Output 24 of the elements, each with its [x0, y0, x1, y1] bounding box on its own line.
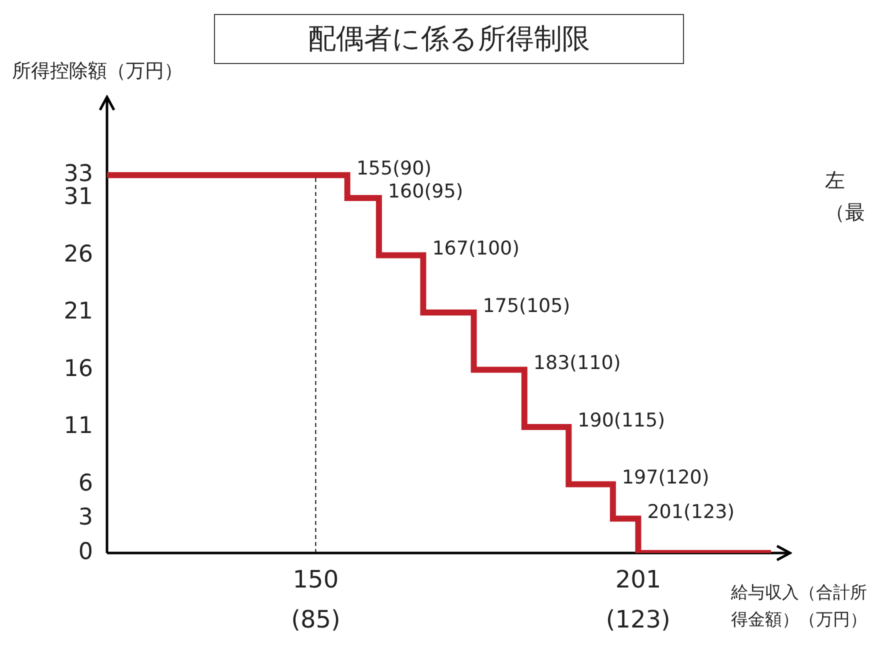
y-tick-label: 21 — [64, 298, 93, 325]
y-tick-label: 26 — [64, 241, 93, 268]
annotation: 190(115) — [578, 409, 666, 432]
y-tick-label: 0 — [78, 538, 93, 565]
y-tick-label: 3 — [78, 504, 93, 531]
annotation: 201(123) — [647, 501, 735, 524]
annotation: 160(95) — [388, 180, 464, 202]
x-axis-title: 給与収入（合計所得金額）（万円） — [730, 582, 867, 632]
x-tick-label: 150 — [292, 566, 339, 594]
y-tick-label: 6 — [78, 470, 93, 496]
text: （最 — [825, 199, 865, 226]
text: 左 — [825, 167, 846, 194]
x-tick-label: 201 — [615, 566, 662, 594]
chart-title: 配偶者に係る所得制限 — [214, 14, 684, 64]
annotation: 175(105) — [482, 294, 570, 317]
x2-tick-label: (123) — [606, 606, 670, 634]
y-axis-title: 所得控除額（万円） — [12, 59, 183, 84]
annotation: 167(100) — [432, 238, 520, 260]
x2-tick-label: (85) — [291, 606, 340, 634]
y-tick-label: 16 — [64, 356, 93, 382]
y-tick-label: 11 — [64, 413, 93, 440]
annotation: 183(110) — [533, 352, 621, 374]
annotation: 197(120) — [622, 466, 710, 489]
annotation: 155(90) — [356, 158, 432, 180]
